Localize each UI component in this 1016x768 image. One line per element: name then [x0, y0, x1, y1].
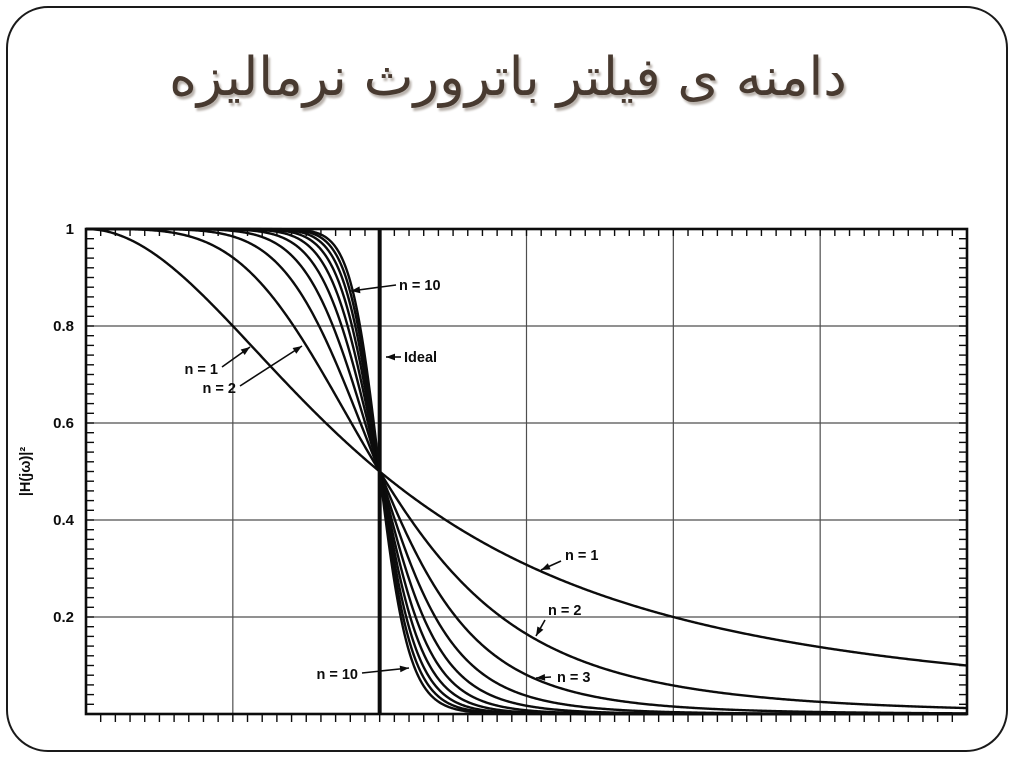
y-axis-title: |H(jω)|² — [18, 447, 34, 497]
curve-label: n = 10 — [316, 667, 358, 683]
annotation-arrowhead — [536, 626, 544, 636]
curve-label: n = 1 — [185, 362, 218, 378]
y-tick-label: 0.4 — [53, 512, 75, 529]
y-tick-label: 0.6 — [53, 415, 74, 432]
annotation-arrow-line — [239, 345, 303, 387]
annotation-arrowhead — [541, 563, 551, 570]
annotation-arrowhead — [386, 353, 395, 361]
y-tick-label: 1 — [66, 221, 74, 238]
curve-label: n = 1 — [565, 548, 598, 564]
curve-label: n = 10 — [399, 278, 441, 294]
curve-label: Ideal — [404, 350, 437, 366]
curve-n=10 — [85, 227, 968, 716]
curve-n=2 — [85, 227, 968, 710]
slide-title: دامنه ی فیلتر باترورث نرمالیزه — [169, 47, 847, 108]
y-tick-label: 0.2 — [53, 609, 74, 626]
curve-n=3 — [85, 227, 968, 715]
annotation-arrowhead — [351, 286, 361, 294]
annotation-arrowhead — [536, 674, 546, 681]
annotation-arrowhead — [240, 347, 250, 355]
curve-label: n = 3 — [557, 670, 590, 686]
y-tick-label: 0.8 — [53, 318, 74, 335]
curve-n=1 — [85, 227, 968, 667]
annotation-arrowhead — [292, 346, 302, 354]
curve-label: n = 2 — [203, 381, 236, 397]
curve-label: n = 2 — [548, 603, 581, 619]
annotation-arrowhead — [399, 665, 409, 673]
